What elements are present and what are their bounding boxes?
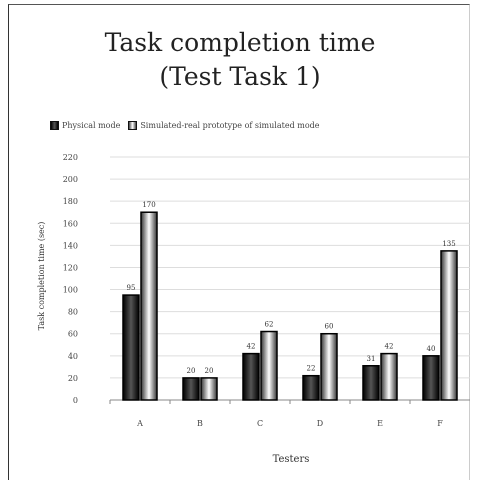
data-label: 20 — [187, 367, 196, 375]
data-label: 22 — [307, 365, 316, 373]
y-tick-label: 100 — [63, 286, 78, 295]
legend-item-series-2: Simulated-real prototype of simulated mo… — [128, 120, 320, 130]
data-label: 95 — [127, 284, 136, 292]
x-tick-label: E — [377, 419, 383, 428]
data-label: 42 — [385, 343, 394, 351]
chart-title: Task completion time (Test Task 1) — [104, 28, 376, 91]
y-axis-label: Task completion time (sec) — [37, 222, 46, 331]
data-label: 60 — [325, 323, 334, 331]
x-tick-label: B — [197, 419, 203, 428]
data-label: 31 — [367, 355, 376, 363]
y-tick-label: 80 — [68, 308, 78, 317]
bar-2-B — [200, 377, 218, 401]
y-tick-label: 40 — [68, 352, 78, 361]
bar-2-E — [380, 352, 398, 401]
axes: 0 20 40 60 80 100 120 140 160 180 200 220 A B C D E F — [63, 153, 470, 428]
legend-label-series-1: Physical mode — [62, 120, 121, 130]
x-axis-label: Testers — [273, 454, 310, 465]
bar-1-A — [122, 294, 140, 401]
bar-1-B — [182, 377, 200, 401]
bar-2-A — [140, 211, 158, 401]
legend: Physical mode Simulated-real prototype o… — [50, 118, 470, 132]
y-tick-label: 180 — [63, 197, 78, 206]
data-label: 170 — [142, 201, 155, 209]
y-tick-label: 120 — [63, 263, 78, 272]
x-tick-label: D — [317, 419, 323, 428]
bar-2-F — [440, 250, 458, 401]
y-tick-label: 160 — [63, 219, 78, 228]
data-labels: 95 170 20 20 42 62 22 60 31 42 40 135 — [127, 201, 456, 375]
legend-label-series-2: Simulated-real prototype of simulated mo… — [140, 120, 320, 130]
y-tick-label: 220 — [63, 153, 78, 162]
bar-2-D — [320, 332, 338, 401]
data-label: 135 — [442, 240, 455, 248]
data-label: 62 — [265, 321, 274, 329]
data-label: 42 — [247, 343, 256, 351]
x-tick-label: C — [257, 419, 263, 428]
y-tick-label: 200 — [63, 175, 78, 184]
chart-frame — [8, 4, 470, 480]
bar-1-D — [302, 374, 320, 401]
y-tick-label: 60 — [68, 330, 78, 339]
gridlines — [110, 156, 470, 401]
legend-item-series-1: Physical mode — [50, 120, 121, 130]
y-tick-label: 20 — [68, 374, 78, 383]
y-tick-label: 140 — [63, 241, 78, 250]
bar-1-E — [362, 365, 380, 401]
bar-2-C — [260, 330, 278, 401]
bar-1-F — [422, 355, 440, 401]
data-label: 20 — [205, 367, 214, 375]
bar-1-C — [242, 352, 260, 401]
bars — [122, 211, 458, 401]
x-tick-label: F — [437, 419, 443, 428]
data-label: 40 — [427, 345, 436, 353]
y-tick-label: 0 — [73, 396, 78, 405]
legend-swatch-series-2 — [128, 120, 138, 130]
x-tick-label: A — [136, 419, 143, 428]
legend-swatch-series-1 — [50, 120, 59, 130]
